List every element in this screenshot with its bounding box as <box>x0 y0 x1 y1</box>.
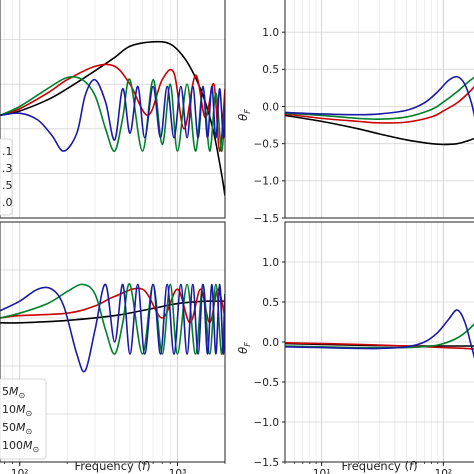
legend-label-2: .3 <box>2 162 13 175</box>
y-tick-label: −1.0 <box>254 417 280 429</box>
legend-box <box>0 138 13 216</box>
x-axis-label-close: ) <box>413 459 418 473</box>
legend-unit: M <box>23 439 33 452</box>
series-line-1 <box>0 40 225 196</box>
grid <box>0 0 225 218</box>
x-tick-label: 10² <box>435 468 453 474</box>
legend-unit-sub: ⊙ <box>26 409 33 418</box>
panel-top-left: .1 .3 .5 .0 <box>0 0 226 219</box>
panel-top-right: −1.5 −1.0 −0.5 0.0 0.5 1.0 θF <box>236 0 474 225</box>
legend-label-1: .1 <box>2 145 13 158</box>
y-tick-label: 0.5 <box>262 64 279 76</box>
y-tick-label: 1.0 <box>262 257 279 269</box>
legend-label-3: 50M⊙ <box>2 421 32 436</box>
x-tick-label: 10² <box>11 468 29 474</box>
legend-unit-sub: ⊙ <box>33 445 40 454</box>
series-line-2 <box>285 85 474 124</box>
legend-unit-sub: ⊙ <box>19 391 26 400</box>
panel-bottom-right: −1.5 −1.0 −0.5 0.0 0.5 1.0 10¹ 10² Frequency (f)… <box>236 221 474 474</box>
y-tick-label: −0.5 <box>254 377 280 389</box>
y-axis-label: θF <box>236 109 252 121</box>
x-axis-label: Frequency (f) <box>74 459 150 473</box>
y-tick-label: 1.0 <box>262 27 279 39</box>
x-axis-label-var: f <box>409 459 415 473</box>
legend-unit: M <box>9 385 19 398</box>
series-line-3 <box>0 75 225 152</box>
y-tick-label: 0.0 <box>262 337 279 349</box>
x-axis-label: Frequency (f) <box>341 459 417 473</box>
y-tick-label: −1.5 <box>254 457 280 469</box>
axes-frame <box>0 221 226 463</box>
legend-box <box>0 378 47 460</box>
grid <box>285 0 474 218</box>
y-tick-label: −0.5 <box>254 138 280 150</box>
legend-unit-sub: ⊙ <box>26 427 33 436</box>
y-tick-label: 0.0 <box>262 101 279 113</box>
legend: .1 .3 .5 .0 <box>0 138 13 216</box>
legend-label-3: .5 <box>2 179 13 192</box>
y-tick-label: −1.0 <box>254 176 280 188</box>
y-tick-label: 0.5 <box>262 297 279 309</box>
series-group <box>0 40 225 196</box>
axes-frame <box>0 0 226 219</box>
series-group <box>0 283 225 373</box>
series-line-4 <box>285 309 474 359</box>
legend-unit: M <box>16 421 26 434</box>
series-group <box>285 75 474 146</box>
y-axis-label-sub: F <box>243 342 252 347</box>
series-line-1 <box>285 114 474 146</box>
legend: 5M⊙10M⊙50M⊙100M⊙ <box>0 378 47 460</box>
legend-label-4: .0 <box>2 196 13 209</box>
y-axis-label: θF <box>236 342 252 354</box>
x-tick-label: 10¹ <box>313 468 331 474</box>
series-line-4 <box>0 78 225 152</box>
legend-label-4: 100M⊙ <box>2 439 39 454</box>
y-axis-label-sub: F <box>243 109 252 114</box>
x-axis-label-close: ) <box>146 459 151 473</box>
series-line-4 <box>285 75 474 118</box>
x-axis-label-var: f <box>142 459 148 473</box>
series-group <box>285 309 474 359</box>
y-tick-label: −1.5 <box>254 213 280 225</box>
x-tick-label: 10³ <box>169 468 187 474</box>
series-line-4 <box>0 283 225 373</box>
grid <box>285 222 474 462</box>
series-line-3 <box>285 76 474 121</box>
legend-label-2: 10M⊙ <box>2 403 32 418</box>
legend-unit: M <box>16 403 26 416</box>
